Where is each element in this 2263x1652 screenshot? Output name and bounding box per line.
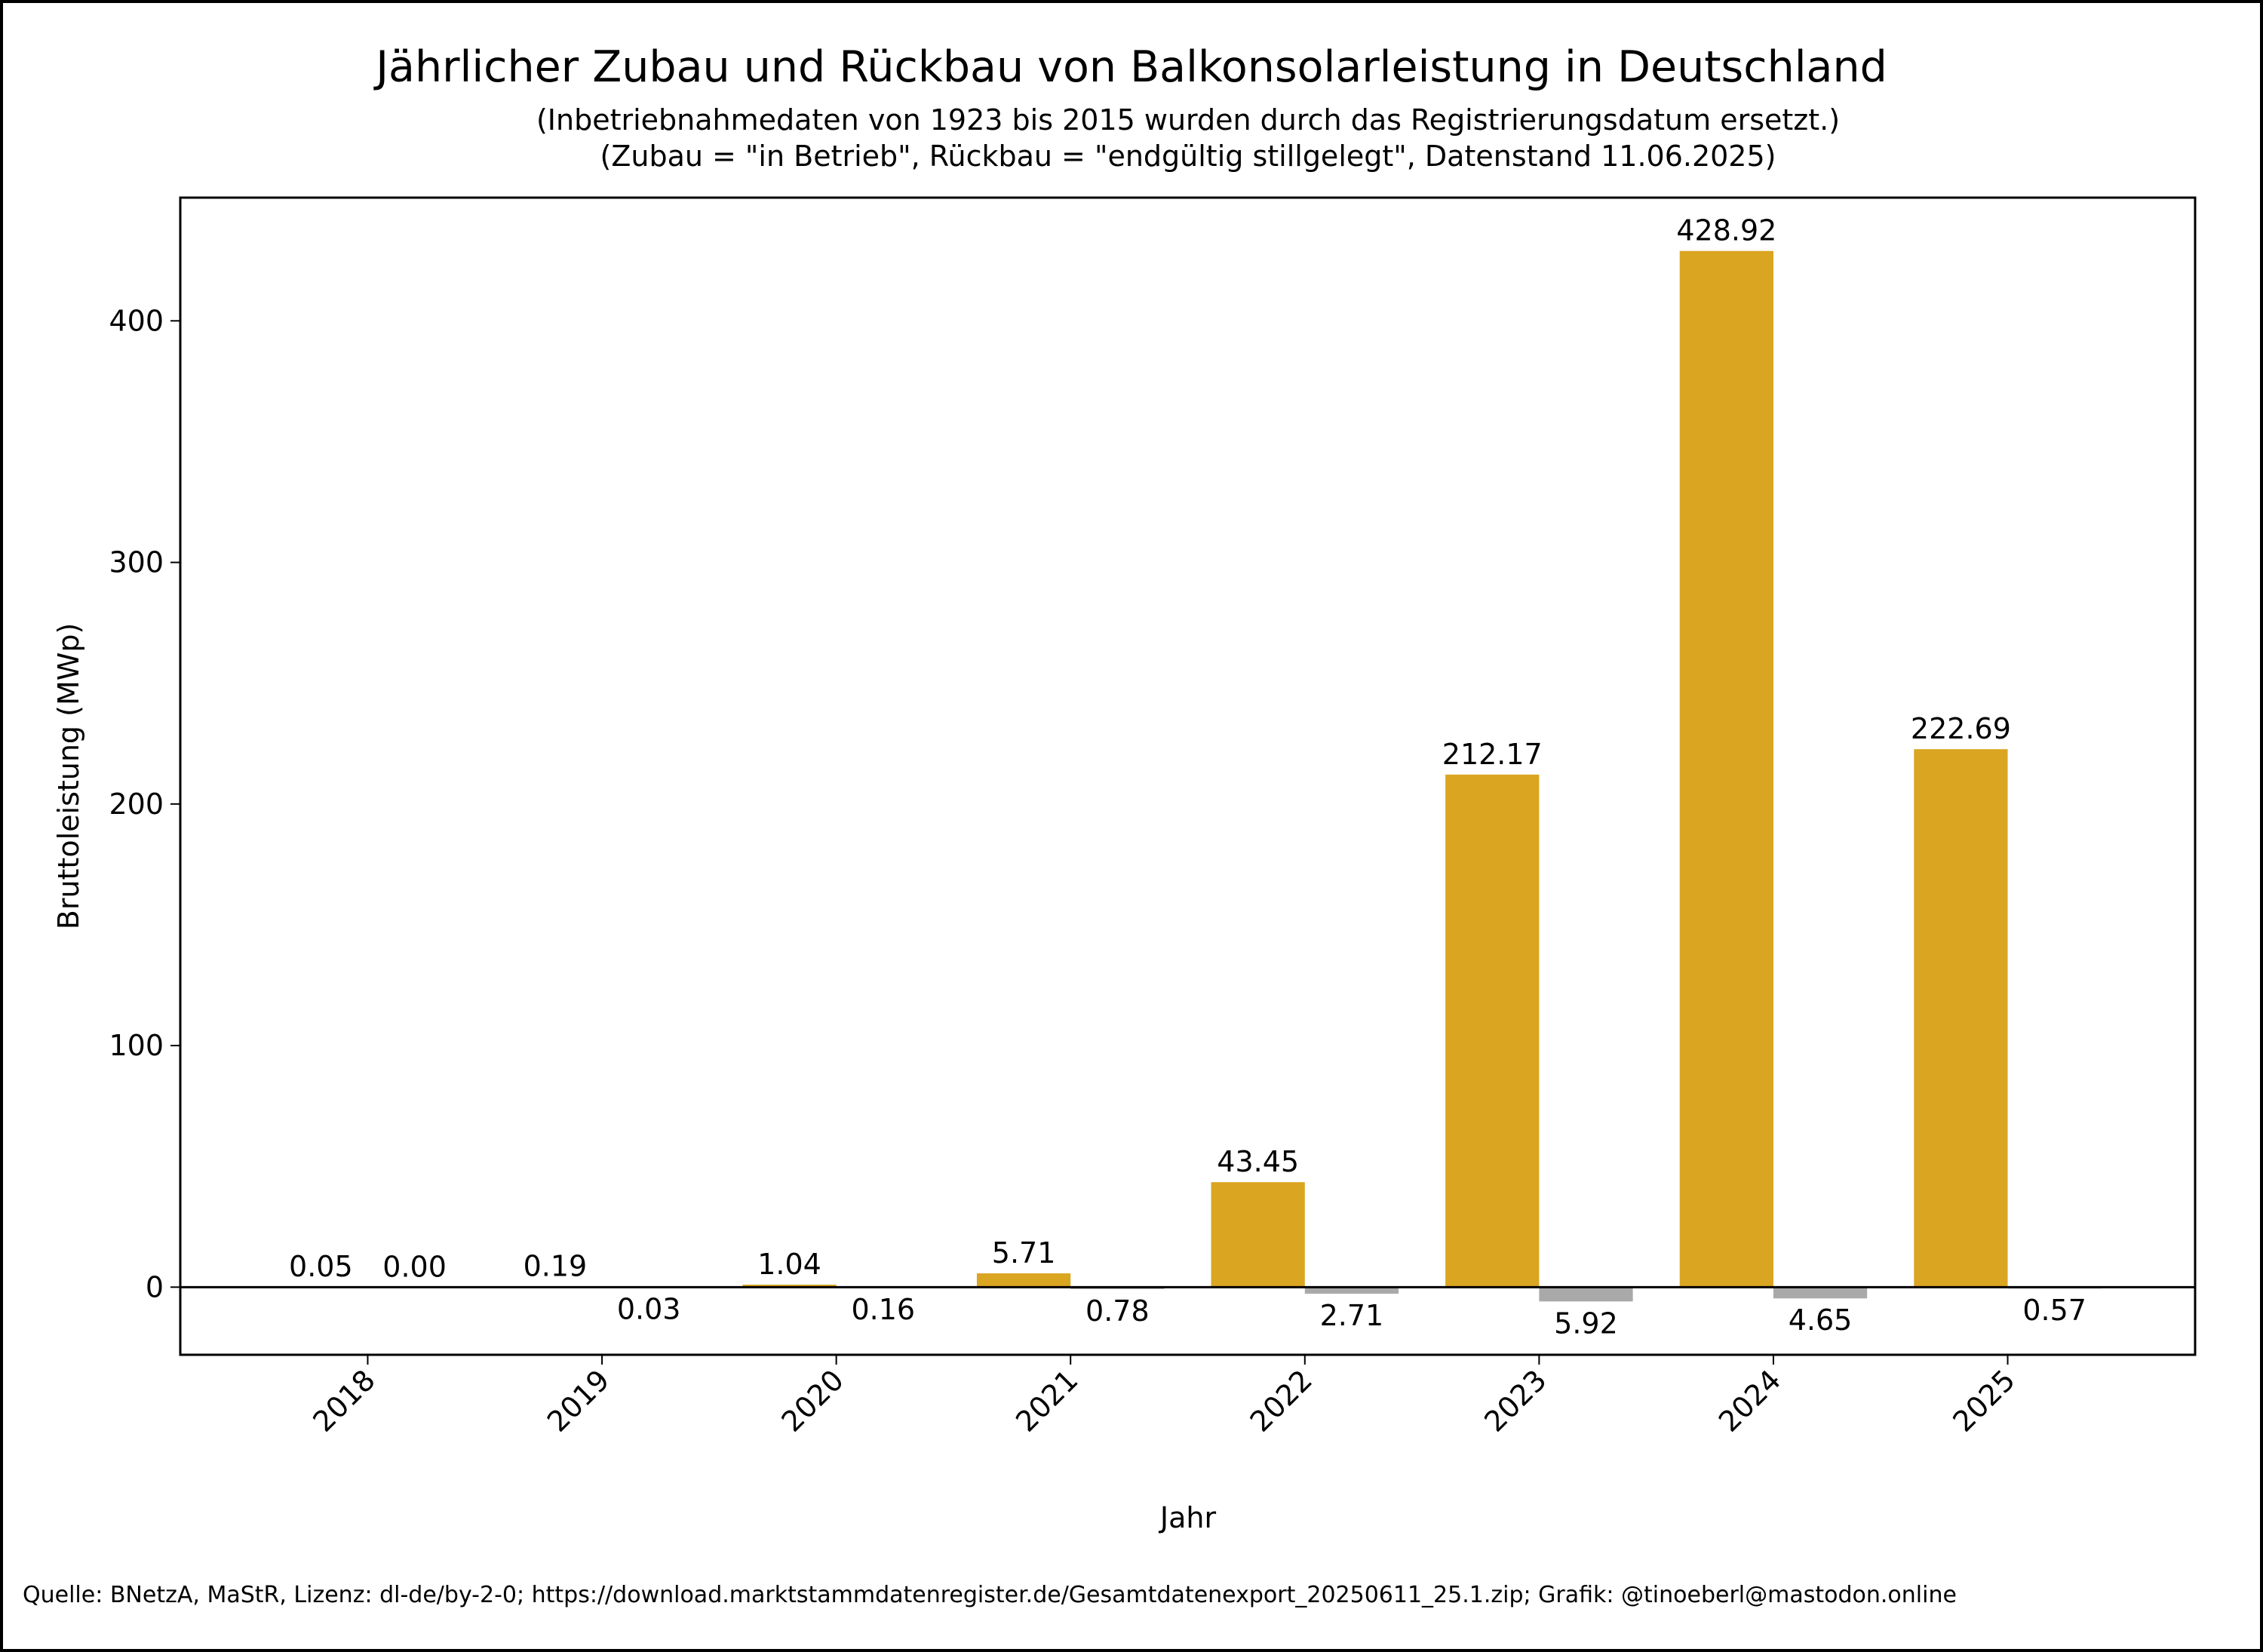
data-label-zubau-2020: 1.04 <box>757 1248 821 1281</box>
data-label-zubau-2018: 0.05 <box>289 1250 353 1283</box>
bar-zubau-2022 <box>1211 1182 1305 1288</box>
bar-zubau-2025 <box>1914 749 2008 1288</box>
x-tick-label-2023: 2023 <box>1478 1363 1553 1439</box>
data-label-zubau-2025: 222.69 <box>1911 712 2011 745</box>
x-tick-label-2025: 2025 <box>1946 1363 2022 1439</box>
data-label-rueckbau-2020: 0.16 <box>851 1293 915 1326</box>
y-tick-label-300: 300 <box>109 546 164 579</box>
x-axis-label: Jahr <box>1159 1501 1217 1534</box>
plot-area: 0.05 0.00 2018 0.19 0.03 2019 1.04 0.16 2020 5.71… <box>109 214 2195 1439</box>
bar-zubau-2024 <box>1679 250 1773 1288</box>
x-tick-label-2020: 2020 <box>775 1363 850 1439</box>
bar-rueckbau-2022 <box>1304 1287 1399 1294</box>
bar-rueckbau-2024 <box>1773 1287 1868 1299</box>
y-tick-label-0: 0 <box>146 1270 164 1303</box>
data-label-rueckbau-2018: 0.00 <box>382 1250 447 1283</box>
y-tick-label-100: 100 <box>109 1029 164 1062</box>
axes-frame <box>179 196 2197 1356</box>
x-tick-label-2019: 2019 <box>541 1363 616 1439</box>
x-tick-label-2021: 2021 <box>1009 1363 1085 1439</box>
data-label-zubau-2022: 43.45 <box>1217 1145 1299 1178</box>
data-label-rueckbau-2019: 0.03 <box>617 1292 681 1325</box>
chart-subtitle-2: (Zubau = "in Betrieb", Rückbau = "endgül… <box>600 140 1776 173</box>
data-label-rueckbau-2023: 5.92 <box>1554 1307 1618 1340</box>
data-label-rueckbau-2021: 0.78 <box>1085 1294 1150 1328</box>
bar-zubau-2021 <box>976 1273 1071 1288</box>
y-tick-label-200: 200 <box>109 788 164 821</box>
x-tick-label-2022: 2022 <box>1244 1363 1319 1439</box>
data-label-zubau-2019: 0.19 <box>524 1250 588 1283</box>
footer-source: Quelle: BNetzA, MaStR, Lizenz: dl-de/by-… <box>23 1582 1957 1608</box>
bar-zubau-2020 <box>742 1284 837 1288</box>
data-label-rueckbau-2022: 2.71 <box>1320 1299 1384 1332</box>
chart-subtitle-1: (Inbetriebnahmedaten von 1923 bis 2015 w… <box>536 103 1840 137</box>
y-tick-label-400: 400 <box>109 304 164 337</box>
x-tick-label-2024: 2024 <box>1712 1363 1788 1439</box>
x-tick-label-2018: 2018 <box>306 1363 382 1439</box>
chart-title: Jährlicher Zubau und Rückbau von Balkons… <box>373 42 1887 92</box>
y-axis-label: Bruttoleistung (MWp) <box>52 623 85 930</box>
data-label-zubau-2021: 5.71 <box>992 1236 1056 1270</box>
data-label-rueckbau-2024: 4.65 <box>1789 1303 1853 1337</box>
bar-zubau-2023 <box>1445 774 1540 1288</box>
data-label-zubau-2024: 428.92 <box>1676 214 1776 247</box>
data-label-rueckbau-2025: 0.57 <box>2022 1294 2086 1327</box>
data-label-zubau-2023: 212.17 <box>1442 738 1543 771</box>
bar-rueckbau-2023 <box>1539 1287 1633 1302</box>
